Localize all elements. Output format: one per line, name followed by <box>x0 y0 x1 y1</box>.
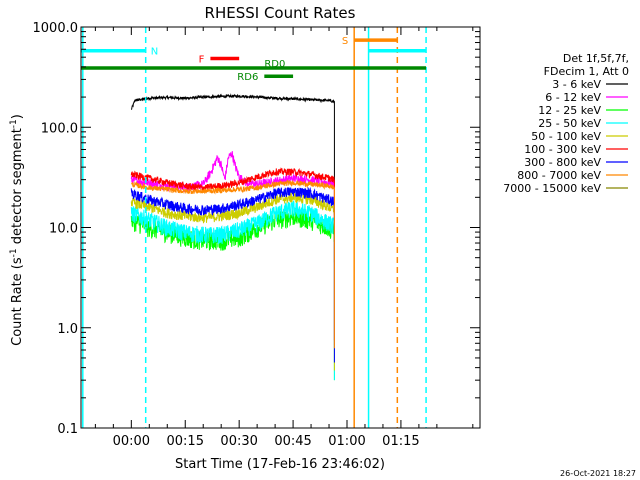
legend-entry-label: 25 - 50 keV <box>538 117 601 130</box>
x-tick-label: 01:00 <box>328 434 365 449</box>
y-tick-label: 100.0 <box>41 121 78 136</box>
series-layer <box>130 93 335 381</box>
y-tick-label: 0.1 <box>57 422 78 437</box>
series-line-3 <box>130 199 335 245</box>
timestamp-stamp: 26-Oct-2021 18:27 <box>560 469 636 478</box>
legend-entry-label: 50 - 100 keV <box>531 130 601 143</box>
flag-label-5: RD6 <box>237 72 258 83</box>
legend-entry-label: 800 - 7000 keV <box>517 169 601 182</box>
legend-header-line: FDecim 1, Att 0 <box>544 65 629 78</box>
legend-entry-label: 300 - 800 keV <box>524 156 601 169</box>
y-tick-label: 1000.0 <box>33 21 79 36</box>
x-tick-label: 00:45 <box>274 434 311 449</box>
ylabel-mid: detector segment <box>10 128 25 248</box>
flag-label-3: F <box>199 55 205 66</box>
legend-entry-label: 12 - 25 keV <box>538 104 601 117</box>
overlay-layer: N S F RD0 RD6 <box>81 27 427 428</box>
flag-label-0: N <box>151 47 158 58</box>
ylabel-exp2: -1 <box>9 119 19 128</box>
legend-entry-label: 7000 - 15000 keV <box>503 182 601 195</box>
y-axis-label: Count Rate (s-1 detector segment-1) <box>9 114 25 346</box>
ylabel-prefix: Count Rate (s <box>10 257 25 346</box>
legend-header-line: Det 1f,5f,7f, <box>563 52 629 65</box>
y-tick-label: 1.0 <box>57 322 78 337</box>
flag-label-4: RD0 <box>264 59 285 70</box>
series-line-7 <box>131 179 335 195</box>
y-tick-label: 10.0 <box>49 222 78 237</box>
chart-title: RHESSI Count Rates <box>205 4 356 22</box>
x-tick-label: 00:30 <box>220 434 257 449</box>
x-axis-label: Start Time (17-Feb-16 23:46:02) <box>175 457 385 472</box>
flag-label-2: S <box>342 36 348 47</box>
ylabel-exp: -1 <box>9 248 19 257</box>
legend-entry-label: 6 - 12 keV <box>545 91 601 104</box>
x-tick-label: 00:00 <box>113 434 150 449</box>
x-tick-label: 00:15 <box>167 434 204 449</box>
series-line-2 <box>130 208 335 251</box>
series-line-0 <box>131 93 335 110</box>
series-line-6 <box>130 186 335 216</box>
x-tick-label: 01:15 <box>382 434 419 449</box>
series-line-5 <box>130 167 335 192</box>
legend-entry-label: 3 - 6 keV <box>552 78 601 91</box>
ylabel-suffix: ) <box>10 114 25 119</box>
axis-layer: 0.1 1.0 10.0 100.0 1000.0 00:00 00:15 00:30 00:4… <box>33 21 481 449</box>
legend-entry-label: 100 - 300 keV <box>524 143 601 156</box>
